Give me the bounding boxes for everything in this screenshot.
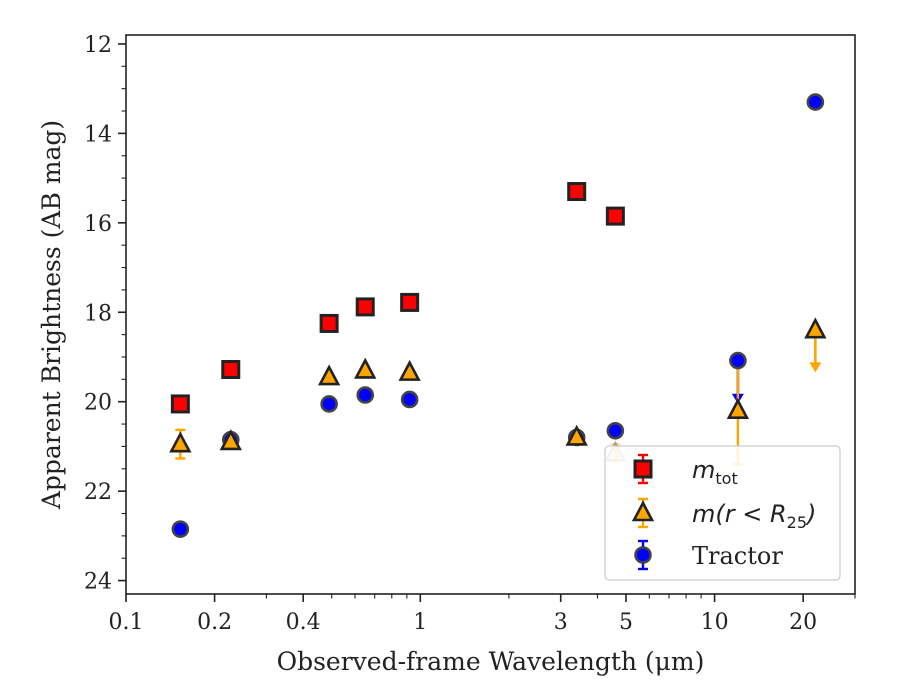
plot-frame — [125, 34, 856, 595]
x-tick-label: 0.1 — [109, 610, 144, 635]
limit-arrowhead — [809, 362, 822, 373]
y-tick-label: 22 — [84, 480, 112, 505]
y-tick-label: 12 — [84, 33, 112, 58]
x-axis-label: Observed-frame Wavelength (μm) — [277, 647, 705, 676]
points-layer — [169, 93, 827, 538]
x-tick-label: 5 — [619, 610, 633, 635]
y-tick-label: 24 — [84, 570, 112, 595]
circle-marker — [171, 520, 190, 538]
circle-marker — [634, 546, 652, 564]
x-tick-label: 3 — [554, 610, 568, 635]
square-marker — [567, 182, 587, 202]
circle-marker — [729, 351, 747, 370]
triangle-marker — [565, 424, 588, 446]
square-marker — [221, 360, 241, 380]
square-marker — [170, 394, 190, 414]
legend-label: m(r < R25) — [692, 500, 816, 532]
square-marker — [319, 313, 339, 333]
legend: mtot m(r < R25) Tractor — [604, 445, 841, 581]
circle-marker — [400, 390, 419, 409]
legend-label: mtot — [692, 456, 738, 488]
square-marker — [355, 297, 375, 317]
y-tick-label: 16 — [84, 212, 112, 237]
circle-marker — [356, 386, 375, 404]
y-tick-label: 14 — [84, 122, 112, 147]
triangle-marker — [398, 359, 421, 381]
triangle-marker — [354, 357, 377, 379]
y-tick-label: 20 — [84, 391, 112, 416]
x-tick-label: 0.2 — [197, 610, 232, 635]
triangle-marker — [317, 364, 341, 386]
circle-marker — [806, 93, 825, 111]
y-tick-label: 18 — [84, 301, 112, 326]
circle-marker — [320, 395, 338, 413]
legend-box — [604, 445, 841, 581]
x-tick-label: 10 — [701, 610, 729, 635]
triangle-marker — [169, 431, 192, 453]
square-marker — [633, 459, 653, 479]
triangle-marker — [219, 429, 242, 451]
square-marker — [605, 206, 625, 226]
legend-label: Tractor — [692, 542, 783, 570]
ticks-layer: 0.1 0.2 0.4 1 3 5 10 20 12 14 16 18 20 22 24 — [84, 33, 856, 635]
y-axis-label: Apparent Brightness (AB mag) — [37, 120, 66, 510]
square-marker — [400, 292, 420, 312]
triangle-marker — [804, 317, 827, 339]
x-tick-label: 20 — [789, 610, 817, 635]
triangle-marker — [631, 500, 655, 522]
x-tick-label: 1 — [413, 610, 427, 635]
circle-marker — [606, 421, 625, 440]
x-tick-label: 0.4 — [286, 610, 321, 635]
triangle-marker — [726, 397, 750, 419]
